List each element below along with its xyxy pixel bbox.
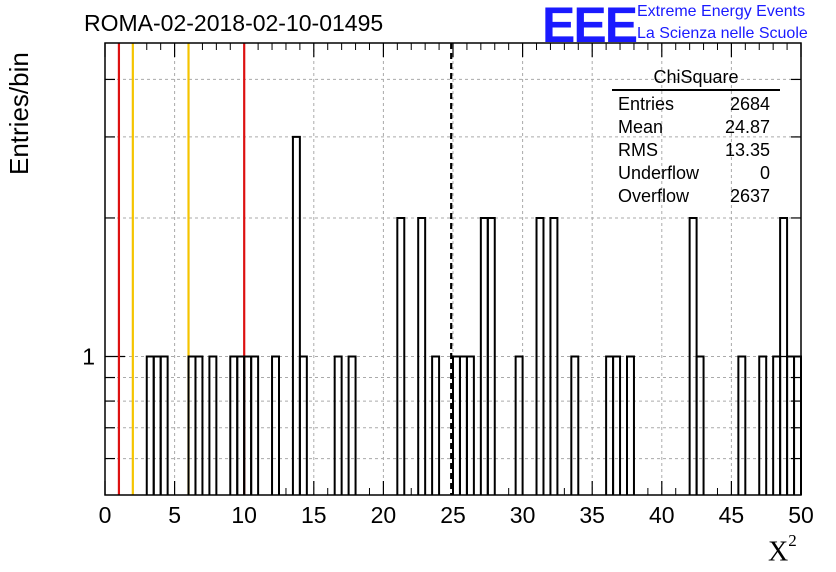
stats-label: Entries <box>618 94 675 114</box>
histogram-bin <box>291 135 301 495</box>
x-tick-label: 5 <box>168 502 181 528</box>
eee-logo: EEE <box>542 0 638 53</box>
logo-line-2: La Scienza nelle Scuole <box>637 25 808 42</box>
x-tick-label: 40 <box>649 502 675 528</box>
stats-value: 0 <box>759 163 770 183</box>
histogram-bin <box>549 216 559 495</box>
stats-label: Overflow <box>618 186 690 206</box>
histogram-bin <box>208 355 218 495</box>
stats-title: ChiSquare <box>612 66 780 91</box>
stats-label: RMS <box>618 140 658 160</box>
histogram-bin <box>514 355 524 495</box>
x-tick-label: 0 <box>99 502 112 528</box>
x-tick-label: 35 <box>579 502 605 528</box>
histogram-bin <box>194 355 204 495</box>
logo-line-1: Extreme Energy Events <box>637 3 806 20</box>
histogram-bin <box>737 355 747 495</box>
stats-row: Overflow 2637 <box>612 185 780 208</box>
x-tick-label: 15 <box>301 502 327 528</box>
histogram-bin <box>159 355 169 495</box>
histogram-bin <box>333 355 343 495</box>
tick-labels: 0 5 10 15 20 25 30 35 40 45 50 1 <box>82 343 814 528</box>
histogram-bin <box>347 355 357 495</box>
histogram-bin <box>431 355 441 495</box>
x-axis-label: X2 <box>768 531 797 568</box>
histogram-bin <box>417 216 427 495</box>
x-tick-label: 10 <box>231 502 257 528</box>
x-tick-label: 25 <box>440 502 466 528</box>
x-axis-label-base: X <box>768 536 789 568</box>
histogram-bin <box>695 355 705 495</box>
stats-value: 2637 <box>729 186 770 206</box>
histogram-bins <box>145 135 802 495</box>
plot-frame <box>104 42 802 496</box>
stats-value: 2684 <box>729 94 770 114</box>
stats-value: 24.87 <box>724 117 770 137</box>
histogram-bin <box>570 355 580 495</box>
histogram-bin <box>250 355 260 495</box>
histogram-bin <box>612 355 622 495</box>
histogram-bin <box>298 355 308 495</box>
x-tick-label: 50 <box>788 502 814 528</box>
x-tick-label: 45 <box>719 502 745 528</box>
stats-row: RMS 13.35 <box>612 139 780 162</box>
stats-label: Mean <box>618 117 664 137</box>
stats-row: Mean 24.87 <box>612 116 780 139</box>
stats-box: ChiSquare Entries 2684 Mean 24.87 RMS 13.35… <box>612 66 780 208</box>
stats-label: Underflow <box>618 163 700 183</box>
x-tick-label: 30 <box>510 502 536 528</box>
histogram-bin <box>758 355 768 495</box>
reference-lines <box>117 43 453 495</box>
y-axis-label: Entries/bin <box>4 52 34 175</box>
histogram-bin <box>535 216 545 495</box>
y-tick-label: 1 <box>82 343 95 369</box>
histogram-bin <box>465 355 475 495</box>
histogram-bin <box>486 216 496 495</box>
stats-row: Underflow 0 <box>612 162 780 185</box>
x-axis-label-superscript: 2 <box>788 531 797 550</box>
histogram-bin <box>271 355 280 495</box>
stats-row: Entries 2684 <box>612 93 780 116</box>
chart-title: ROMA-02-2018-02-10-01495 <box>84 10 384 36</box>
x-tick-label: 20 <box>371 502 397 528</box>
stats-value: 13.35 <box>724 140 770 160</box>
histogram-bin <box>396 216 406 495</box>
histogram-bin <box>626 355 635 495</box>
